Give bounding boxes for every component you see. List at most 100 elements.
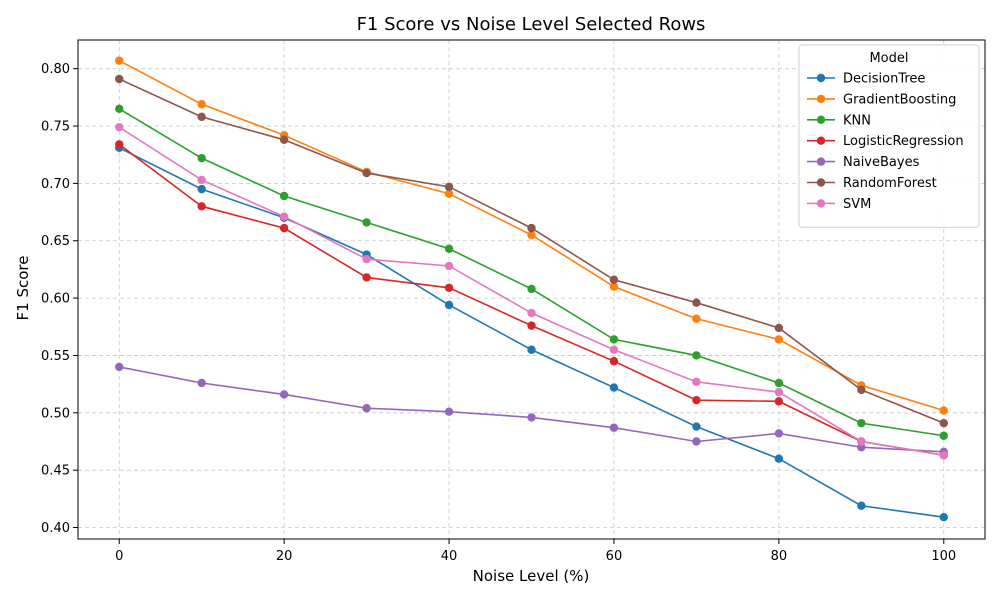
- data-point: [692, 298, 701, 307]
- data-point: [197, 112, 206, 122]
- legend-label: SVM: [843, 197, 871, 212]
- data-point: [939, 431, 948, 440]
- y-tick-label: 0.75: [41, 120, 70, 135]
- y-tick-label: 0.40: [41, 521, 70, 536]
- chart-title: F1 Score vs Noise Level Selected Rows: [357, 14, 706, 35]
- data-point: [444, 182, 454, 192]
- data-point: [444, 189, 454, 198]
- data-point: [527, 284, 536, 294]
- legend-label: LogisticRegression: [843, 134, 964, 149]
- data-point: [609, 275, 619, 284]
- legend-marker: [816, 94, 826, 104]
- data-point: [774, 387, 784, 397]
- data-point: [362, 168, 371, 178]
- data-point: [939, 451, 948, 460]
- data-point: [609, 383, 619, 392]
- data-point: [609, 345, 619, 354]
- data-point: [939, 513, 948, 522]
- data-point: [115, 74, 124, 84]
- data-point: [774, 323, 784, 333]
- series-decisiontree: [115, 143, 948, 522]
- y-tick-label: 0.80: [41, 62, 70, 77]
- legend-box: [798, 44, 980, 228]
- data-point: [115, 362, 124, 372]
- legend-item: KNN: [807, 113, 871, 128]
- legend-marker: [816, 73, 826, 83]
- x-tick-label: 60: [606, 549, 623, 564]
- data-point: [197, 153, 206, 163]
- data-point: [774, 378, 784, 388]
- legend-marker: [816, 157, 826, 166]
- data-point: [609, 282, 619, 291]
- plot-frame: [77, 39, 986, 540]
- data-point: [197, 378, 206, 388]
- x-axis-label: Noise Level (%): [473, 567, 590, 585]
- data-point: [527, 321, 536, 330]
- legend-item: LogisticRegression: [807, 134, 964, 149]
- data-point: [692, 437, 701, 446]
- y-tick-label: 0.45: [41, 464, 70, 479]
- legend-marker: [816, 199, 826, 208]
- legend-label: NaiveBayes: [843, 155, 920, 170]
- data-point: [279, 223, 289, 233]
- ticks: 0 20 40 60 80 100 0.40 0.45 0.50 0.55 0.60 0.65 0.70…: [41, 62, 956, 564]
- y-axis-label: F1 Score: [14, 256, 32, 321]
- legend-marker: [816, 178, 826, 187]
- data-point: [362, 254, 371, 264]
- data-point: [857, 418, 866, 428]
- legend-item: GradientBoosting: [807, 92, 956, 107]
- legend-item: NaiveBayes: [807, 155, 920, 170]
- series-line: [119, 366, 944, 453]
- data-point: [527, 230, 536, 240]
- data-point: [692, 422, 701, 431]
- data-point: [197, 100, 206, 109]
- y-tick-label: 0.60: [41, 292, 70, 307]
- legend-label: RandomForest: [843, 176, 937, 191]
- x-tick-label: 0: [115, 549, 123, 564]
- data-point: [279, 390, 289, 399]
- data-point: [774, 454, 784, 463]
- data-point: [197, 175, 206, 185]
- data-point: [115, 140, 124, 149]
- legend: Model DecisionTree GradientBoosting KNN Logi…: [798, 44, 980, 228]
- data-point: [692, 377, 701, 387]
- x-tick-label: 100: [931, 549, 956, 564]
- data-point: [197, 184, 206, 194]
- legend-marker: [816, 115, 826, 125]
- x-tick-label: 40: [441, 549, 458, 564]
- data-point: [527, 345, 536, 354]
- series-svm: [115, 122, 948, 460]
- data-point: [939, 418, 948, 428]
- data-point: [444, 407, 454, 416]
- data-point: [692, 395, 701, 405]
- data-point: [527, 413, 536, 422]
- x-tick-label: 20: [276, 549, 293, 564]
- legend-item: SVM: [807, 197, 871, 212]
- data-point: [692, 314, 701, 323]
- data-point: [115, 104, 124, 114]
- legend-label: DecisionTree: [843, 72, 925, 87]
- series-layer: [115, 56, 948, 522]
- data-point: [115, 56, 124, 65]
- data-point: [279, 135, 289, 144]
- legend-item: RandomForest: [807, 176, 937, 191]
- data-point: [444, 283, 454, 292]
- y-tick-label: 0.65: [41, 234, 70, 249]
- data-point: [857, 437, 866, 446]
- legend-marker: [816, 136, 826, 145]
- series-knn: [115, 104, 948, 440]
- data-point: [444, 300, 454, 310]
- data-point: [692, 351, 701, 360]
- data-point: [527, 223, 536, 233]
- data-point: [774, 335, 784, 344]
- data-point: [857, 501, 866, 510]
- data-point: [362, 404, 371, 413]
- x-tick-label: 80: [771, 549, 788, 564]
- data-point: [774, 429, 784, 438]
- y-tick-label: 0.70: [41, 177, 70, 192]
- data-point: [279, 191, 289, 201]
- legend-title: Model: [869, 51, 908, 66]
- legend-label: GradientBoosting: [843, 92, 956, 107]
- data-point: [939, 406, 948, 415]
